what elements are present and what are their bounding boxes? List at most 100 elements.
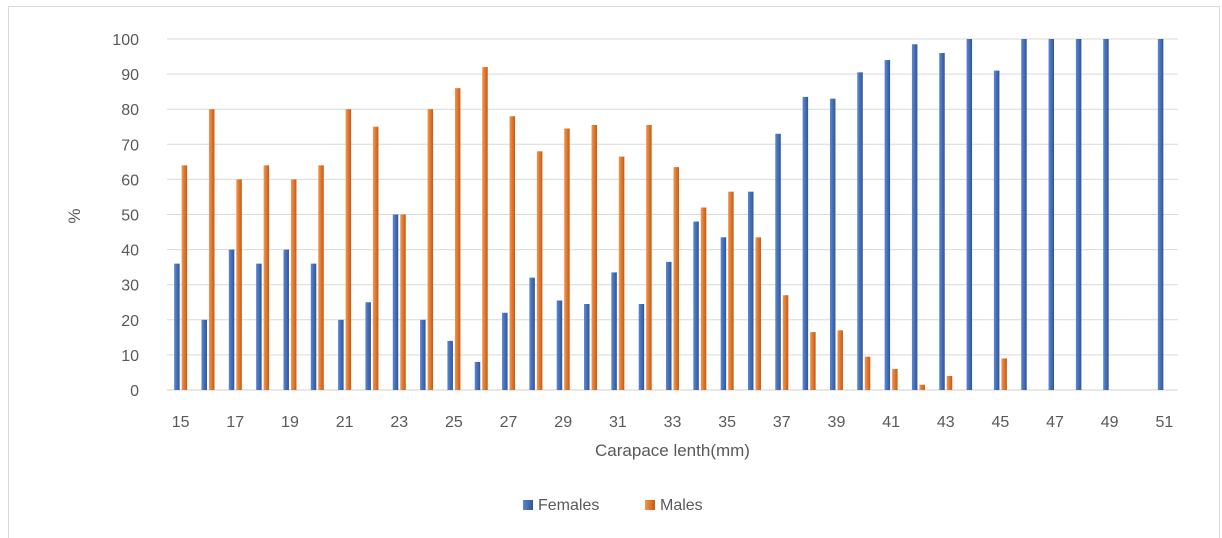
- bar-females-21: [338, 319, 344, 390]
- bar-females-51: [1157, 39, 1164, 390]
- bar-females-40: [857, 72, 863, 390]
- gridlines: [167, 38, 1178, 391]
- bar-males-39: [837, 330, 843, 390]
- bar-males-22: [372, 126, 379, 390]
- x-tick-label: 31: [609, 414, 627, 431]
- bar-females-31: [611, 272, 617, 390]
- x-tick-label: 39: [828, 414, 846, 431]
- legend-swatch-males: [645, 500, 655, 510]
- bar-females-28: [529, 277, 535, 390]
- x-tick-label: 35: [718, 414, 736, 431]
- bar-males-20: [318, 165, 324, 390]
- y-axis-title: %: [65, 208, 84, 223]
- bar-females-37: [775, 133, 781, 390]
- bar-females-17: [228, 249, 235, 390]
- y-tick-label: 100: [112, 32, 139, 49]
- bar-females-46: [1021, 39, 1027, 390]
- x-axis-ticks: 15 17 19 21 23 25 27 29 31 33 35 37 39 41 43 45 47 49 51: [172, 414, 1174, 431]
- bar-females-44: [966, 39, 973, 390]
- bar-males-30: [591, 124, 598, 391]
- bar-females-45: [993, 70, 1000, 390]
- bar-females-26: [474, 361, 481, 390]
- bar-males-18: [263, 165, 270, 390]
- x-tick-label: 47: [1046, 414, 1064, 431]
- bar-females-24: [420, 319, 426, 390]
- y-tick-label: 30: [121, 278, 139, 295]
- x-tick-label: 41: [882, 414, 900, 431]
- y-tick-label: 80: [121, 102, 139, 119]
- bar-males-17: [236, 179, 242, 390]
- bar-males-33: [673, 167, 679, 390]
- bar-males-16: [208, 109, 215, 390]
- bar-females-25: [447, 340, 453, 390]
- x-tick-label: 29: [554, 414, 572, 431]
- x-tick-label: 37: [773, 414, 791, 431]
- bar-females-20: [310, 263, 317, 390]
- bar-males-23: [400, 214, 406, 390]
- x-tick-label: 33: [664, 414, 682, 431]
- bar-males-45: [1001, 358, 1007, 390]
- bar-males-15: [181, 165, 188, 390]
- bar-females-43: [939, 53, 945, 390]
- y-tick-label: 70: [121, 137, 139, 154]
- x-tick-label: 51: [1155, 414, 1173, 431]
- bar-males-41: [892, 368, 898, 390]
- y-tick-label: 40: [121, 243, 139, 260]
- x-tick-label: 21: [336, 414, 354, 431]
- bar-males-25: [454, 88, 461, 390]
- bar-females-19: [283, 249, 289, 390]
- x-tick-label: 25: [445, 414, 463, 431]
- legend-label-females: Females: [538, 497, 599, 514]
- y-tick-label: 60: [121, 172, 139, 189]
- bar-females-41: [884, 60, 891, 391]
- y-tick-label: 0: [130, 383, 139, 400]
- bar-males-27: [509, 116, 516, 390]
- y-tick-label: 20: [121, 313, 139, 330]
- bar-females-35: [720, 237, 727, 390]
- x-tick-label: 23: [390, 414, 408, 431]
- bar-males-21: [345, 109, 352, 390]
- legend-swatch-females: [523, 500, 533, 510]
- x-tick-label: 19: [281, 414, 299, 431]
- x-tick-label: 27: [500, 414, 518, 431]
- y-axis-ticks: 0 10 20 30 40 50 60 70 80 90 100: [112, 32, 139, 400]
- bar-males-31: [618, 156, 625, 390]
- x-tick-label: 49: [1101, 414, 1119, 431]
- bar-females-39: [829, 98, 836, 391]
- bar-females-29: [556, 300, 563, 390]
- x-tick-label: 45: [991, 414, 1009, 431]
- y-tick-label: 50: [121, 208, 139, 225]
- bar-males-40: [864, 356, 871, 390]
- bar-females-36: [747, 191, 754, 390]
- bar-males-38: [810, 332, 816, 390]
- bar-males-43: [946, 375, 953, 390]
- bar-males-37: [782, 295, 789, 390]
- bar-females-38: [802, 96, 809, 390]
- x-tick-label: 43: [937, 414, 955, 431]
- bar-females-33: [666, 261, 672, 390]
- bar-females-49: [1103, 39, 1109, 390]
- bar-females-48: [1075, 39, 1082, 390]
- bar-males-19: [290, 179, 297, 390]
- bars: [174, 39, 1164, 391]
- y-tick-label: 90: [121, 67, 139, 84]
- bar-males-24: [427, 109, 434, 390]
- bar-females-47: [1048, 39, 1055, 390]
- bar-males-35: [728, 191, 734, 390]
- bar-males-36: [755, 237, 761, 390]
- bar-females-23: [392, 214, 399, 390]
- bar-males-26: [482, 67, 488, 390]
- bar-females-32: [638, 304, 645, 390]
- legend: Females Males: [523, 497, 703, 514]
- bar-females-30: [584, 304, 590, 390]
- legend-label-males: Males: [660, 497, 703, 514]
- bar-males-32: [646, 124, 652, 391]
- x-tick-label: 15: [172, 414, 190, 431]
- bar-males-28: [536, 151, 543, 390]
- bar-females-16: [201, 319, 207, 390]
- bar-males-29: [564, 128, 570, 390]
- x-axis-title: Carapace lenth(mm): [595, 441, 750, 460]
- bar-females-22: [365, 302, 371, 390]
- bar-females-34: [693, 221, 699, 390]
